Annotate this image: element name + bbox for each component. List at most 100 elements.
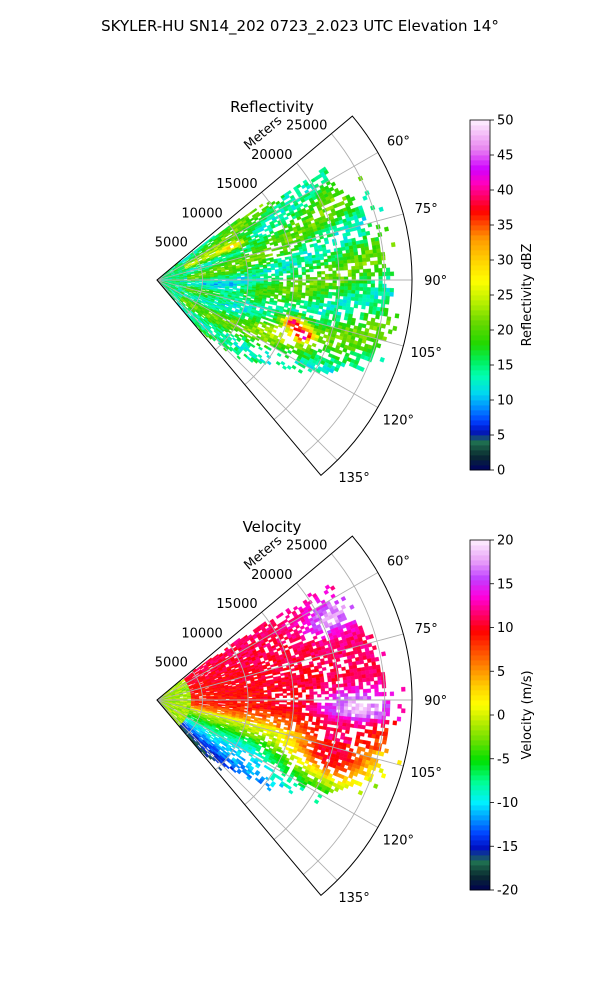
echo-cell <box>363 276 368 281</box>
colorbar-swatch <box>470 345 490 351</box>
echo-cell <box>328 267 333 272</box>
figure-title: SKYLER-HU SN14_202 0723_2.023 UTC Elevat… <box>101 17 499 36</box>
echo-cell <box>248 274 253 277</box>
echo-cell <box>374 268 379 273</box>
echo-cell <box>236 355 242 360</box>
echo-cell <box>274 264 279 268</box>
echo-cell <box>309 285 314 289</box>
colorbar-swatch <box>470 445 490 451</box>
echo-cell <box>266 360 272 366</box>
echo-cell <box>328 285 333 290</box>
echo-cell <box>317 274 322 278</box>
echo-cell <box>362 294 367 299</box>
echo-cell <box>259 281 265 284</box>
echo-cell <box>282 290 287 294</box>
echo-cell <box>347 289 352 294</box>
azimuth-tick-label: 75° <box>415 202 438 217</box>
echo-cell <box>332 279 337 284</box>
echo-cell <box>248 281 253 284</box>
echo-cell <box>336 286 341 290</box>
echo-cell <box>353 671 359 676</box>
colorbar-swatch <box>470 320 490 326</box>
echo-cell <box>324 261 329 266</box>
echo-cell <box>332 273 337 278</box>
echo-cell <box>362 268 368 273</box>
echo-cell <box>335 263 341 268</box>
echo-cell <box>342 302 347 307</box>
echo-cell <box>346 303 351 308</box>
echo-cell <box>293 262 298 266</box>
echo-cell <box>347 283 353 287</box>
colorbar-swatch <box>470 385 490 391</box>
colorbar-swatch <box>470 455 490 461</box>
echo-cell <box>355 660 361 665</box>
echo-cell <box>248 276 253 279</box>
echo-cell <box>324 273 330 278</box>
echo-cell <box>271 283 276 287</box>
echo-cell <box>344 279 349 284</box>
echo-cell <box>299 251 304 255</box>
colorbar-tick-label: 30 <box>497 254 514 269</box>
echo-cell <box>278 284 284 287</box>
echo-cell <box>390 242 396 248</box>
echo-cell <box>385 267 391 273</box>
colorbar-swatch <box>470 360 490 366</box>
echo-cell <box>359 283 364 288</box>
azimuth-tick-label: 120° <box>383 413 414 428</box>
echo-cell <box>340 276 345 281</box>
echo-cell <box>353 304 359 309</box>
echo-cell <box>338 673 343 678</box>
echo-cell <box>324 294 329 299</box>
echo-cell <box>346 252 351 257</box>
echo-cell <box>368 305 374 311</box>
colorbar-swatch <box>470 450 490 456</box>
echo-cell <box>366 287 372 292</box>
echo-cell <box>364 250 370 255</box>
echo-cell <box>343 259 348 264</box>
echo-cell <box>378 279 383 285</box>
echo-cell <box>317 664 323 669</box>
echo-cell <box>378 283 383 289</box>
colorbar-swatch <box>470 460 490 466</box>
echo-cell <box>284 614 291 620</box>
echo-cell <box>370 287 375 292</box>
echo-cell <box>387 329 393 335</box>
echo-cell <box>328 276 333 281</box>
echo-cell <box>377 256 382 261</box>
echo-cell <box>286 268 291 272</box>
colorbar-swatch <box>470 350 490 356</box>
echo-cell <box>366 268 372 273</box>
colorbar-swatch <box>470 260 490 266</box>
echo-cell <box>320 339 326 345</box>
echo-cell <box>351 269 356 274</box>
echo-cell <box>362 195 368 201</box>
colorbar-tick-label: 10 <box>497 394 514 409</box>
echo-cell <box>324 240 330 245</box>
colorbar-swatch <box>470 250 490 256</box>
echo-cell <box>370 294 375 300</box>
echo-cell <box>376 252 382 257</box>
echo-cell <box>375 314 380 320</box>
echo-cell <box>341 246 346 251</box>
echo-cell <box>328 291 333 296</box>
echo-cell <box>256 342 261 347</box>
colorbar-swatch <box>470 275 490 281</box>
echo-cell <box>306 592 313 598</box>
echo-cell <box>319 256 325 261</box>
echo-cell <box>187 281 192 284</box>
echo-cell <box>301 272 307 276</box>
echo-cell <box>317 282 322 286</box>
echo-cell <box>292 605 299 611</box>
echo-cell <box>320 288 326 292</box>
echo-cell <box>350 654 356 659</box>
echo-cell <box>324 291 329 296</box>
echo-cell <box>300 295 306 299</box>
echo-cell <box>309 268 314 273</box>
echo-cell <box>294 269 299 273</box>
echo-cell <box>263 270 268 273</box>
panel-title: Reflectivity <box>230 98 314 116</box>
echo-cell <box>252 276 257 279</box>
echo-cell <box>384 299 390 305</box>
echo-cell <box>324 264 329 269</box>
